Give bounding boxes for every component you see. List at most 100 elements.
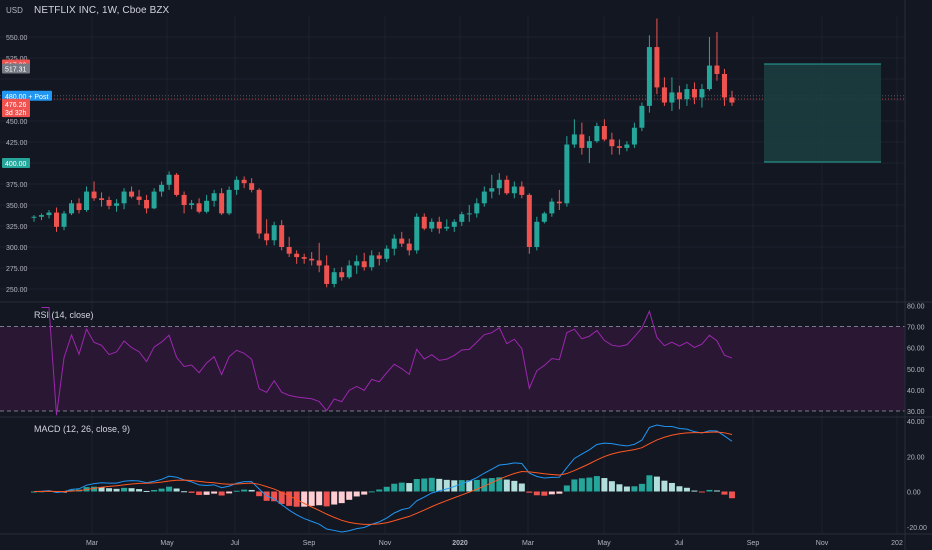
macd-histogram-bar xyxy=(646,475,653,492)
macd-histogram-bar xyxy=(488,478,495,492)
candle-body xyxy=(166,174,172,185)
candle-body xyxy=(106,199,112,206)
macd-histogram-bar xyxy=(683,487,690,492)
rsi-axis-label: 70.00 xyxy=(907,325,925,332)
time-axis-label: 202 xyxy=(891,540,903,547)
time-axis-label: May xyxy=(160,540,174,547)
macd-histogram-bar xyxy=(608,481,615,492)
candle-body xyxy=(151,191,157,209)
macd-histogram-bar xyxy=(631,486,638,492)
candle-body xyxy=(114,203,120,206)
time-axis-label: Sep xyxy=(303,540,316,547)
rsi-band xyxy=(0,326,905,412)
macd-histogram-bar xyxy=(511,480,518,492)
candle-body xyxy=(684,89,690,100)
candle-body xyxy=(489,188,495,192)
symbol-title[interactable]: NETFLIX INC, 1W, Cboe BZX xyxy=(34,5,170,16)
price-badge xyxy=(2,90,52,101)
candle-body xyxy=(541,213,547,222)
macd-histogram-bar xyxy=(368,491,375,493)
macd-histogram-bar xyxy=(271,491,278,502)
macd-histogram-bar xyxy=(668,482,675,492)
price-badge-label: 480.00 + Post xyxy=(5,94,48,101)
candle-body xyxy=(676,92,682,100)
candle-body xyxy=(234,179,240,190)
macd-histogram-bar xyxy=(548,491,555,495)
candle-body xyxy=(31,216,37,218)
macd-histogram-bar xyxy=(196,491,203,496)
candle-body xyxy=(549,201,555,214)
candle-body xyxy=(309,258,315,261)
macd-histogram-bar xyxy=(713,490,720,492)
candle-body xyxy=(714,65,720,74)
macd-axis-label: 40.00 xyxy=(907,419,925,426)
macd-histogram-bar xyxy=(308,491,315,506)
macd-histogram-bar xyxy=(91,486,98,492)
macd-histogram-bar xyxy=(451,480,458,492)
macd-histogram-bar xyxy=(406,483,413,492)
candle-body xyxy=(54,212,60,227)
price-tick-label: 375.00 xyxy=(6,182,28,189)
macd-histogram-bar xyxy=(698,491,705,493)
macd-histogram-bar xyxy=(226,491,233,494)
candle-body xyxy=(99,198,105,200)
candle-body xyxy=(46,212,52,216)
candle-body xyxy=(256,189,262,234)
candle-body xyxy=(691,89,697,98)
macd-histogram-bar xyxy=(106,488,113,492)
time-axis-label: Nov xyxy=(816,540,829,547)
macd-histogram-bar xyxy=(706,489,713,492)
macd-histogram-bar xyxy=(533,491,540,496)
candle-body xyxy=(444,226,450,229)
time-axis-label: May xyxy=(597,540,611,547)
macd-histogram-bar xyxy=(586,477,593,492)
candle-body xyxy=(481,191,487,204)
position-target-box[interactable] xyxy=(764,64,881,162)
candle-body xyxy=(181,194,187,205)
macd-histogram-bar xyxy=(331,491,338,505)
rsi-axis-label: 50.00 xyxy=(907,367,925,374)
macd-pane-label[interactable]: MACD (12, 26, close, 9) xyxy=(34,424,131,434)
macd-line xyxy=(33,424,733,533)
candle-body xyxy=(586,141,592,148)
macd-histogram-bar xyxy=(113,488,120,492)
candle-body xyxy=(61,213,67,227)
candle-body xyxy=(129,191,135,197)
candle-body xyxy=(504,179,510,194)
candle-body xyxy=(331,272,337,284)
candle-series xyxy=(31,18,735,288)
candle-body xyxy=(579,134,585,148)
macd-axis-label: -20.00 xyxy=(907,525,927,532)
macd-histogram-bar xyxy=(188,491,195,493)
candle-body xyxy=(534,221,540,247)
macd-histogram-bar xyxy=(428,477,435,492)
macd-histogram-bar xyxy=(248,489,255,492)
price-badge-label: 3d 32h xyxy=(5,110,27,117)
candle-body xyxy=(174,174,180,195)
candle-body xyxy=(601,126,607,140)
candle-body xyxy=(556,201,562,204)
candle-body xyxy=(159,184,165,192)
candle-body xyxy=(414,216,420,251)
macd-histogram-bar xyxy=(496,477,503,492)
macd-histogram-bar xyxy=(661,480,668,492)
candle-body xyxy=(384,248,390,259)
candle-body xyxy=(324,265,330,284)
macd-histogram-bar xyxy=(481,478,488,492)
macd-axis-label: 20.00 xyxy=(907,454,925,461)
candle-body xyxy=(69,203,75,214)
macd-histogram-bar xyxy=(31,491,37,493)
candle-body xyxy=(661,87,667,103)
candle-body xyxy=(249,183,255,190)
candle-body xyxy=(609,139,615,147)
price-tick-label: 275.00 xyxy=(6,266,28,273)
macd-histogram-bar xyxy=(323,491,330,507)
macd-histogram-bar xyxy=(286,491,293,506)
macd-histogram-bar xyxy=(203,491,210,495)
candle-body xyxy=(729,97,735,103)
macd-histogram-bar xyxy=(98,486,105,492)
rsi-pane-label[interactable]: RSI (14, close) xyxy=(34,310,94,320)
time-axis-label: 2020 xyxy=(452,540,468,547)
macd-histogram-bar xyxy=(466,480,473,492)
